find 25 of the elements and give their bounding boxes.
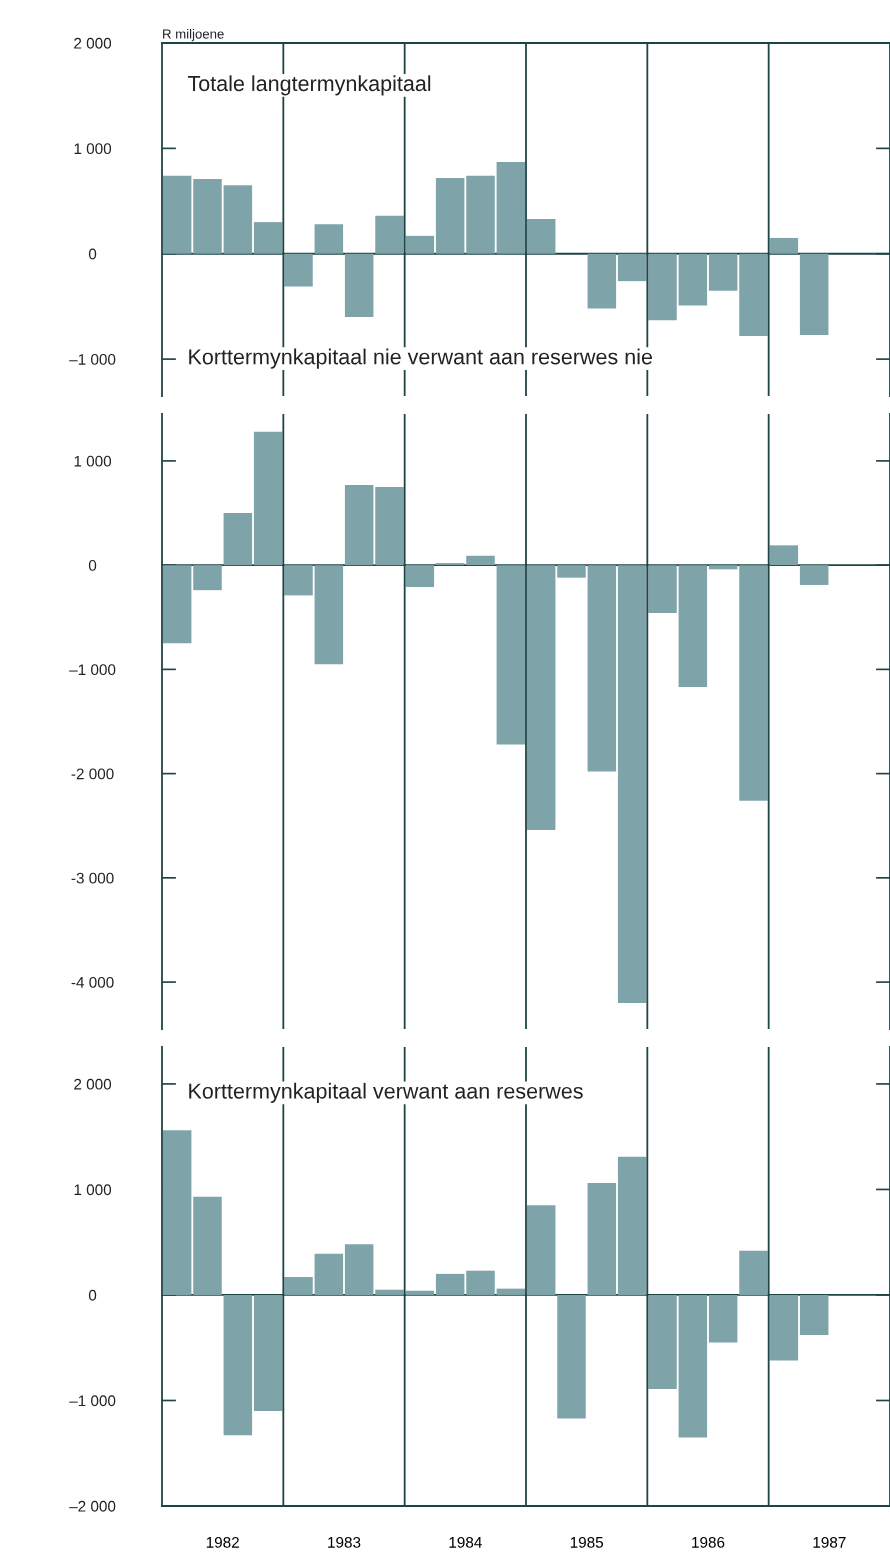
x-tick-label: 1986 (692, 1536, 725, 1548)
y-tick-label: -3 000 (71, 872, 114, 884)
x-tick-label: 1983 (328, 1536, 361, 1548)
y-axis-title: R miljoene (163, 28, 224, 42)
x-tick-label: 1984 (449, 1536, 482, 1548)
y-tick-label: -4 000 (71, 976, 114, 988)
x-tick-label: 1985 (570, 1536, 604, 1548)
x-tick-label: 1982 (206, 1536, 239, 1548)
y-tick-label: -2 000 (71, 768, 114, 780)
y-tick-label: 1 000 (74, 143, 112, 155)
y-tick-label: 0 (88, 248, 97, 260)
y-tick-label: –1 000 (69, 353, 116, 365)
y-tick-label: –1 000 (69, 1395, 116, 1407)
y-tick-label: 0 (88, 560, 97, 571)
y-tick-label: –2 000 (69, 1500, 116, 1512)
chart-title: Korttermynkapitaal nie verwant aan reserwes nie (189, 348, 652, 369)
y-tick-label: 2 000 (74, 37, 112, 49)
y-tick-label: 2 000 (74, 1078, 112, 1090)
y-tick-label: –1 000 (69, 664, 116, 676)
y-tick-label: 0 (88, 1289, 97, 1301)
x-tick-label: 1987 (813, 1536, 846, 1548)
y-tick-label: 1 000 (74, 1184, 112, 1196)
text: Totale langtermynkapitaal (187, 75, 431, 96)
y-tick-label: 1 000 (74, 455, 112, 467)
text: Korttermynkapitaal verwant aan reserwes (189, 1082, 583, 1103)
